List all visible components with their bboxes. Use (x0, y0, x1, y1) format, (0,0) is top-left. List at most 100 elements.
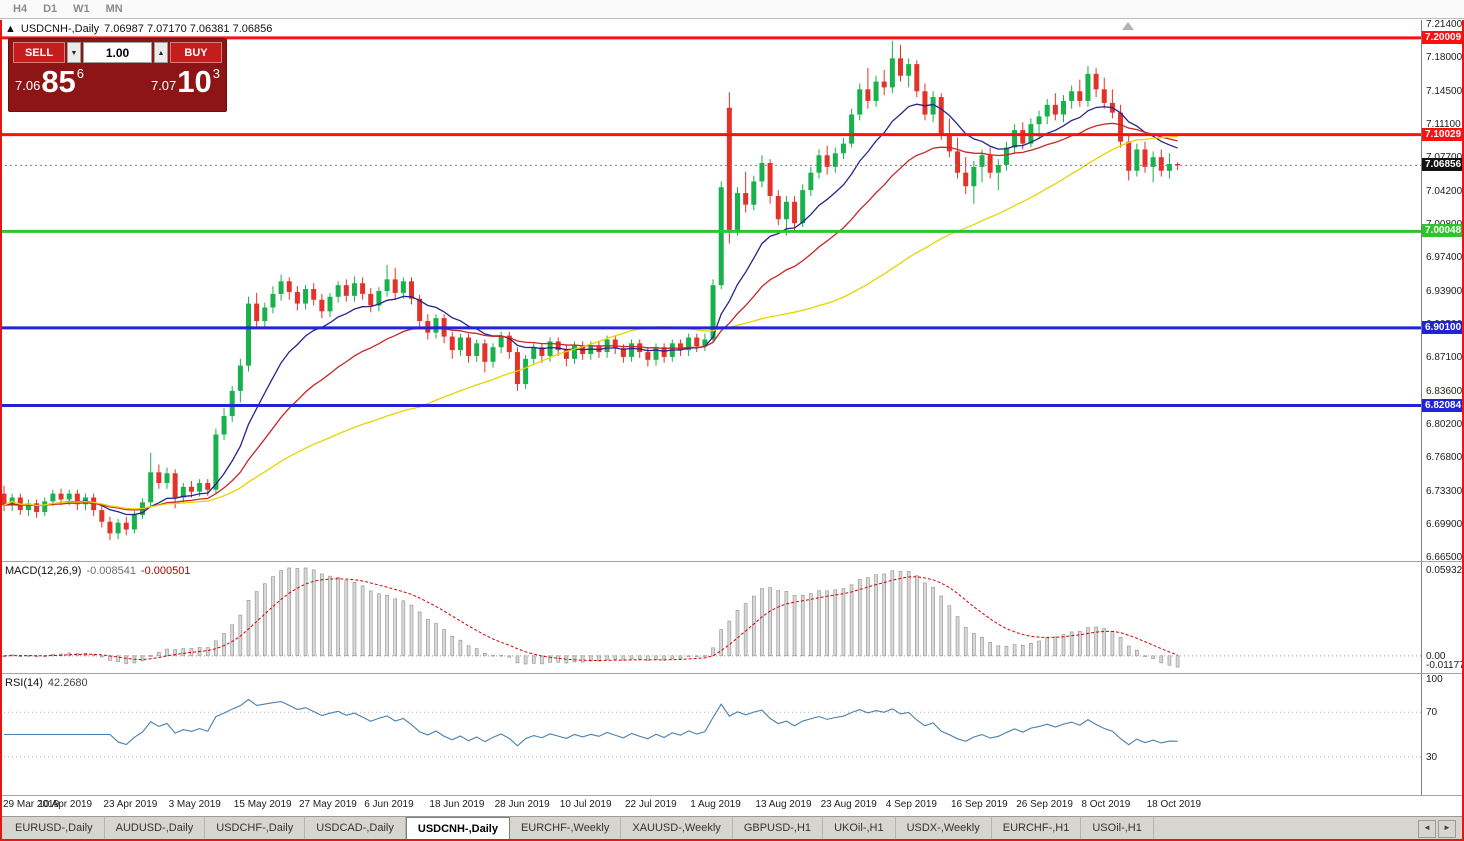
price-axis-tick: 6.80200 (1426, 418, 1463, 430)
macd-indicator-panel[interactable]: MACD(12,26,9) -0.008541 -0.000501 (0, 562, 1421, 673)
price-axis-tick: 7.18000 (1426, 52, 1463, 64)
date-axis-label: 6 Jun 2019 (364, 799, 414, 810)
date-axis-label: 29 Mar 2019 (3, 799, 60, 810)
timeframe-button-mn[interactable]: MN (98, 2, 131, 16)
macd-main-value: -0.008541 (86, 565, 136, 577)
date-axis-label: 4 Sep 2019 (885, 799, 937, 810)
rsi-value: 42.2680 (47, 677, 88, 689)
date-axis-label: 13 Aug 2019 (755, 799, 812, 810)
chart-tab-eurchf-h1[interactable]: EURCHF-,H1 (992, 817, 1082, 841)
chart-tab-usdx-weekly[interactable]: USDX-,Weekly (896, 817, 992, 841)
macd-svg[interactable] (0, 562, 1421, 673)
chart-tab-audusd-daily[interactable]: AUDUSD-,Daily (105, 817, 206, 841)
window-frame-bottom (0, 839, 1464, 841)
date-axis-label: 8 Oct 2019 (1081, 799, 1131, 810)
macd-axis-max: 0.059323 (1426, 565, 1464, 576)
buy-price-display[interactable]: 7.07 10 3 (151, 66, 220, 97)
panel-separator[interactable] (0, 561, 1464, 562)
price-axis-tick: 6.76800 (1426, 451, 1463, 463)
chart-tab-bar: EURUSD-,Daily AUDUSD-,Daily USDCHF-,Daily U… (0, 816, 1464, 841)
tab-scroll-left-icon[interactable]: ◄ (1418, 820, 1436, 838)
price-axis-tick: 6.87100 (1426, 351, 1463, 363)
price-chart-panel[interactable]: ▲ USDCNH-,Daily 7.06987 7.07170 7.06381 … (0, 20, 1421, 561)
hline-price-tag: 6.82084 (1422, 398, 1464, 412)
date-axis-label: 10 Apr 2019 (38, 799, 93, 810)
chart-tab-ukoil-h1[interactable]: UKOil-,H1 (823, 817, 896, 841)
sell-price-pips: 85 (41, 64, 76, 99)
price-axis-tick: 6.73300 (1426, 485, 1463, 497)
rsi-axis-label: 70 (1426, 707, 1438, 719)
rsi-axis-label: 100 (1426, 674, 1443, 685)
price-axis-tick: 7.04200 (1426, 186, 1463, 198)
date-axis[interactable]: 29 Mar 2019 10 Apr 2019 23 Apr 2019 3 May 2… (0, 796, 1421, 815)
date-axis-label: 26 Sep 2019 (1016, 799, 1073, 810)
window-frame-left (0, 20, 2, 841)
buy-button[interactable]: BUY (170, 42, 222, 63)
hline-price-tag: 6.90100 (1422, 320, 1464, 334)
date-axis-label: 22 Jul 2019 (625, 799, 677, 810)
date-axis-label: 23 Aug 2019 (820, 799, 877, 810)
price-axis-tick: 6.83600 (1426, 385, 1463, 397)
buy-price-pips: 10 (177, 64, 212, 99)
price-axis-tick: 6.66500 (1426, 551, 1463, 563)
chart-tab-usoil-h1[interactable]: USOil-,H1 (1081, 817, 1154, 841)
price-axis-tick: 7.07700 (1426, 152, 1462, 163)
rsi-label: RSI(14) 42.2680 (5, 677, 88, 689)
price-axis-tick: 7.21400 (1426, 19, 1463, 31)
sell-price-prefix: 7.06 (15, 78, 41, 93)
macd-axis-min: -0.011773 (1426, 660, 1464, 671)
hline-price-tag: 7.00048 (1422, 224, 1464, 238)
rsi-indicator-panel[interactable]: RSI(14) 42.2680 (0, 674, 1421, 795)
panel-separator[interactable] (0, 673, 1464, 674)
volume-input[interactable]: 1.00 (83, 42, 152, 63)
chart-title: ▲ USDCNH-,Daily 7.06987 7.07170 7.06381 … (5, 23, 272, 35)
date-axis-label: 3 May 2019 (168, 799, 221, 810)
date-axis-label: 15 May 2019 (233, 799, 292, 810)
chart-tab-eurchf-weekly[interactable]: EURCHF-,Weekly (510, 817, 622, 841)
macd-label: MACD(12,26,9) -0.008541 -0.000501 (5, 565, 191, 577)
timeframe-button-h4[interactable]: H4 (5, 2, 35, 16)
rsi-axis-label: 30 (1426, 751, 1438, 763)
date-axis-label: 18 Jun 2019 (429, 799, 485, 810)
chart-tab-gbpusd-h1[interactable]: GBPUSD-,H1 (733, 817, 824, 841)
sell-button[interactable]: SELL (13, 42, 65, 63)
rsi-svg[interactable] (0, 674, 1421, 795)
price-chart-svg[interactable] (0, 20, 1421, 561)
date-axis-label: 16 Sep 2019 (951, 799, 1008, 810)
hline-price-tag: 7.10029 (1422, 127, 1464, 141)
chart-tab-eurusd-daily[interactable]: EURUSD-,Daily (4, 817, 105, 841)
price-axis-tick: 6.93900 (1426, 285, 1463, 297)
volume-increase-button[interactable]: ▲ (154, 42, 168, 63)
date-axis-label: 10 Jul 2019 (559, 799, 612, 810)
date-axis-label: 28 Jun 2019 (494, 799, 550, 810)
price-axis-tick: 7.11100 (1426, 119, 1461, 131)
date-axis-label: 1 Aug 2019 (690, 799, 741, 810)
chart-title-marker-icon: ▲ (5, 23, 16, 35)
volume-decrease-button[interactable]: ▼ (67, 42, 81, 63)
timeframe-toolbar: H4 D1 W1 MN (0, 0, 1464, 19)
price-axis-tick: 7.14500 (1426, 86, 1463, 98)
timeframe-button-d1[interactable]: D1 (35, 2, 65, 16)
panel-separator (0, 795, 1464, 796)
sell-price-display[interactable]: 7.06 85 6 (15, 66, 84, 97)
chart-symbol-label: USDCNH-,Daily (20, 23, 100, 35)
price-axis-tick: 6.97400 (1426, 252, 1463, 264)
one-click-trading-widget: SELL ▼ 1.00 ▲ BUY 7.06 85 6 7.07 10 3 (8, 38, 227, 112)
window-frame-right (1462, 20, 1464, 841)
timeframe-button-w1[interactable]: W1 (65, 2, 98, 16)
date-axis-label: 23 Apr 2019 (103, 799, 158, 810)
chart-tab-usdcad-daily[interactable]: USDCAD-,Daily (305, 817, 406, 841)
buy-price-prefix: 7.07 (150, 78, 177, 93)
macd-signal-value: -0.000501 (140, 565, 191, 577)
chart-shift-marker-icon (1122, 22, 1134, 30)
chart-tab-usdchf-daily[interactable]: USDCHF-,Daily (205, 817, 306, 841)
tab-scroll-right-icon[interactable]: ► (1438, 820, 1456, 838)
chart-tab-xauusd-weekly[interactable]: XAUUSD-,Weekly (621, 817, 733, 841)
chart-tab-usdcnh-daily[interactable]: USDCNH-,Daily (405, 817, 510, 841)
hline-price-tag: 7.20009 (1422, 30, 1464, 44)
buy-price-point: 3 (212, 66, 220, 81)
sell-price-point: 6 (76, 66, 85, 81)
macd-axis-zero: 0.00 (1426, 650, 1446, 662)
current-price-tag: 7.06856 (1422, 158, 1464, 172)
